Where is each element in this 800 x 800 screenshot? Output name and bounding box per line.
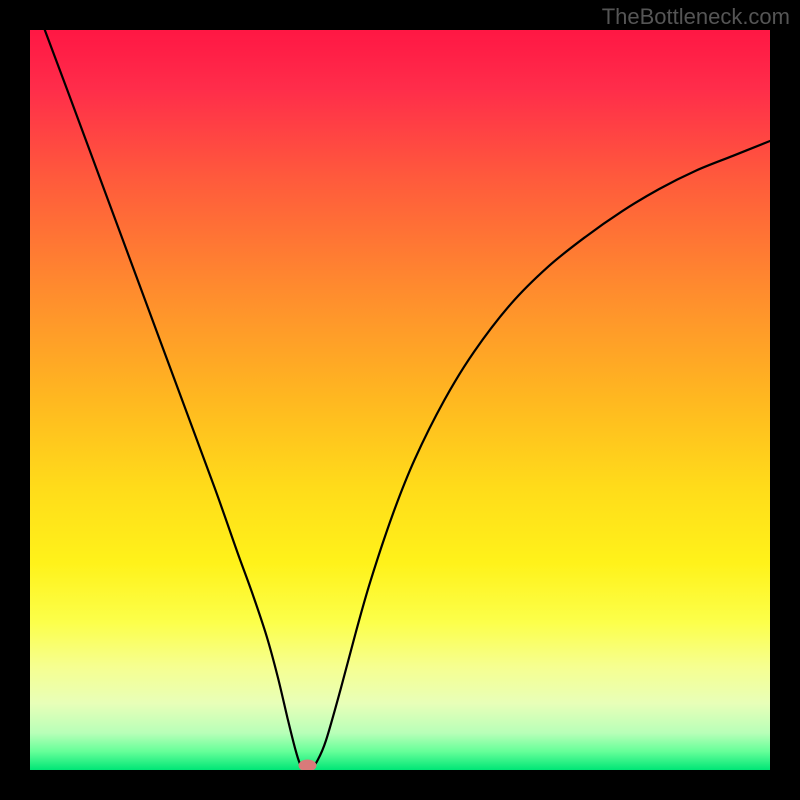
- chart-container: TheBottleneck.com: [0, 0, 800, 800]
- minimum-marker: [299, 760, 317, 770]
- watermark-text: TheBottleneck.com: [602, 4, 790, 30]
- bottleneck-curve: [45, 30, 770, 769]
- plot-area: [30, 30, 770, 770]
- curve-layer: [30, 30, 770, 770]
